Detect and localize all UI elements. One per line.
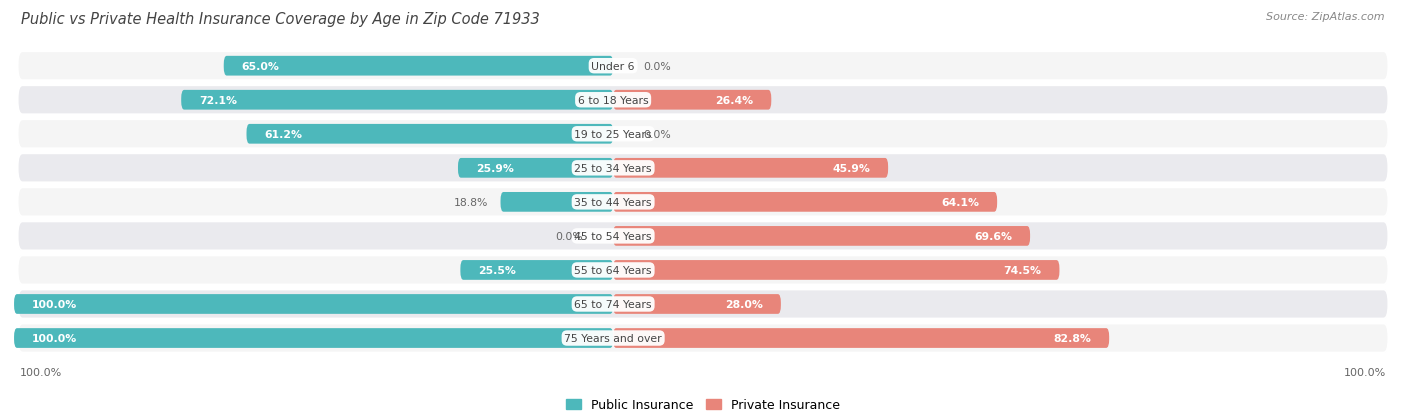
Text: 69.6%: 69.6%: [974, 231, 1012, 241]
Text: 100.0%: 100.0%: [20, 367, 62, 377]
FancyBboxPatch shape: [613, 159, 889, 178]
Text: 25.5%: 25.5%: [478, 265, 516, 275]
Text: Under 6: Under 6: [592, 62, 636, 71]
Text: 100.0%: 100.0%: [32, 299, 77, 309]
FancyBboxPatch shape: [613, 226, 1031, 246]
FancyBboxPatch shape: [246, 125, 613, 144]
FancyBboxPatch shape: [613, 294, 780, 314]
FancyBboxPatch shape: [613, 90, 772, 110]
FancyBboxPatch shape: [14, 328, 613, 348]
Text: 0.0%: 0.0%: [555, 231, 583, 241]
Text: 55 to 64 Years: 55 to 64 Years: [575, 265, 652, 275]
Text: 100.0%: 100.0%: [1344, 367, 1386, 377]
FancyBboxPatch shape: [14, 294, 613, 314]
FancyBboxPatch shape: [17, 188, 1389, 217]
Text: 75 Years and over: 75 Years and over: [564, 333, 662, 343]
Text: 19 to 25 Years: 19 to 25 Years: [575, 129, 652, 140]
Text: 0.0%: 0.0%: [643, 62, 671, 71]
FancyBboxPatch shape: [224, 57, 613, 76]
FancyBboxPatch shape: [17, 120, 1389, 149]
FancyBboxPatch shape: [613, 261, 1060, 280]
Text: 25 to 34 Years: 25 to 34 Years: [575, 164, 652, 173]
FancyBboxPatch shape: [17, 290, 1389, 319]
Text: 74.5%: 74.5%: [1004, 265, 1042, 275]
Text: 6 to 18 Years: 6 to 18 Years: [578, 95, 648, 105]
FancyBboxPatch shape: [17, 154, 1389, 183]
Text: 45 to 54 Years: 45 to 54 Years: [575, 231, 652, 241]
FancyBboxPatch shape: [17, 222, 1389, 251]
Text: Source: ZipAtlas.com: Source: ZipAtlas.com: [1267, 12, 1385, 22]
Text: 0.0%: 0.0%: [643, 129, 671, 140]
FancyBboxPatch shape: [501, 192, 613, 212]
Text: 72.1%: 72.1%: [200, 95, 238, 105]
Text: 35 to 44 Years: 35 to 44 Years: [575, 197, 652, 207]
Text: 25.9%: 25.9%: [477, 164, 513, 173]
FancyBboxPatch shape: [17, 52, 1389, 81]
FancyBboxPatch shape: [17, 256, 1389, 285]
Text: 28.0%: 28.0%: [725, 299, 763, 309]
Text: 61.2%: 61.2%: [264, 129, 302, 140]
FancyBboxPatch shape: [613, 192, 997, 212]
Text: 65.0%: 65.0%: [242, 62, 280, 71]
FancyBboxPatch shape: [181, 90, 613, 110]
Text: Public vs Private Health Insurance Coverage by Age in Zip Code 71933: Public vs Private Health Insurance Cover…: [21, 12, 540, 27]
FancyBboxPatch shape: [613, 328, 1109, 348]
Text: 82.8%: 82.8%: [1053, 333, 1091, 343]
Text: 64.1%: 64.1%: [941, 197, 979, 207]
FancyBboxPatch shape: [17, 86, 1389, 115]
Text: 100.0%: 100.0%: [32, 333, 77, 343]
Text: 45.9%: 45.9%: [832, 164, 870, 173]
Text: 26.4%: 26.4%: [716, 95, 754, 105]
Legend: Public Insurance, Private Insurance: Public Insurance, Private Insurance: [561, 393, 845, 413]
FancyBboxPatch shape: [17, 324, 1389, 353]
Text: 65 to 74 Years: 65 to 74 Years: [575, 299, 652, 309]
FancyBboxPatch shape: [460, 261, 613, 280]
FancyBboxPatch shape: [458, 159, 613, 178]
Text: 18.8%: 18.8%: [454, 197, 488, 207]
